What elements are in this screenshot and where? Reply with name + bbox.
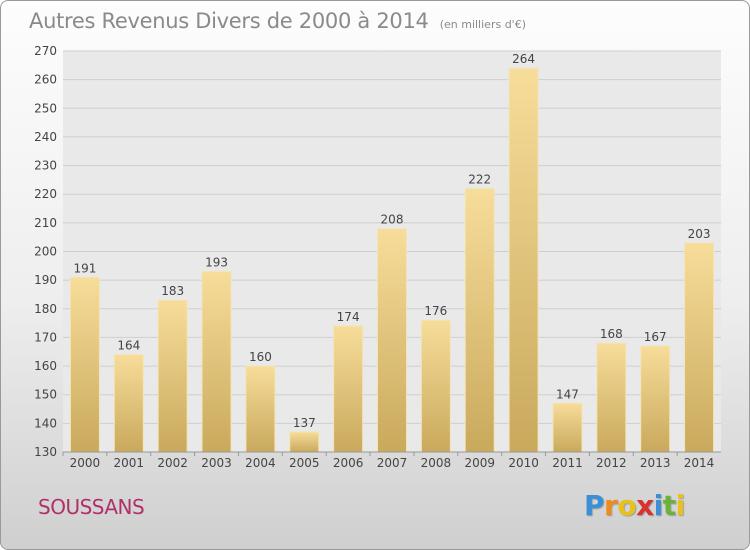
- bar-2007: [377, 228, 407, 453]
- x-tick-label-2009: 2009: [464, 456, 495, 470]
- data-label-2009: 222: [468, 172, 491, 186]
- bar-2013: [640, 345, 671, 453]
- x-tick-label-2014: 2014: [684, 456, 715, 470]
- title-row: Autres Revenus Divers de 2000 à 2014 (en…: [29, 9, 526, 33]
- y-tick-label: 260: [34, 73, 57, 87]
- x-tick-label-2002: 2002: [157, 456, 188, 470]
- y-tick-label: 270: [34, 44, 57, 58]
- chart-subtitle: (en milliers d'€): [439, 18, 526, 31]
- x-tick-label-2012: 2012: [596, 456, 627, 470]
- logo-letter: P: [584, 489, 605, 522]
- chart-title: Autres Revenus Divers de 2000 à 2014: [29, 9, 429, 33]
- y-tick-label: 190: [34, 273, 57, 287]
- bar-2003: [201, 271, 232, 453]
- x-tick-label-2000: 2000: [70, 456, 101, 470]
- data-label-2005: 137: [293, 416, 316, 430]
- y-tick-label: 160: [34, 359, 57, 373]
- bar-2011: [552, 402, 583, 453]
- location-name: SOUSSANS: [38, 495, 145, 519]
- bar-2008: [420, 319, 451, 453]
- x-tick-label-2010: 2010: [508, 456, 539, 470]
- x-tick-label-2011: 2011: [552, 456, 583, 470]
- x-axis-ticks: 2000 2001 2002 2003 2004 2005 2006 2007 2008 2009…: [62, 452, 715, 470]
- data-labels: 191 164 183 193 160 137 174 208 176 222 264 147 168 1…: [73, 52, 710, 430]
- data-label-2004: 160: [249, 350, 272, 364]
- bar-2002: [157, 299, 188, 453]
- bar-2014: [684, 242, 715, 453]
- data-label-2007: 208: [381, 213, 404, 227]
- x-tick-label-2005: 2005: [289, 456, 320, 470]
- y-tick-label: 150: [34, 388, 57, 402]
- x-tick-label-2003: 2003: [201, 456, 232, 470]
- data-label-2012: 168: [600, 327, 623, 341]
- data-label-2006: 174: [337, 310, 360, 324]
- y-tick-label: 180: [34, 302, 57, 316]
- y-tick-label: 220: [34, 187, 57, 201]
- data-label-2008: 176: [424, 304, 447, 318]
- y-axis-ticks: 130 140 150 160 170 180 190 200 210 220 230 240 250 2…: [34, 44, 57, 459]
- y-tick-label: 140: [34, 416, 57, 430]
- data-label-2014: 203: [688, 227, 711, 241]
- bar-2001: [113, 354, 144, 453]
- y-tick-label: 130: [34, 445, 57, 459]
- y-tick-label: 250: [34, 101, 57, 115]
- bars: [69, 67, 715, 453]
- logo-letter: o: [617, 489, 637, 522]
- logo-letter: t: [662, 489, 676, 522]
- x-tick-label-2006: 2006: [333, 456, 364, 470]
- x-tick-label-2013: 2013: [640, 456, 671, 470]
- logo-letter: i: [653, 489, 664, 522]
- bar-2000: [69, 276, 100, 453]
- bar-2012: [596, 342, 627, 453]
- data-label-2013: 167: [644, 330, 667, 344]
- data-label-2002: 183: [161, 284, 184, 298]
- x-tick-label-2004: 2004: [245, 456, 276, 470]
- x-tick-label-2007: 2007: [377, 456, 408, 470]
- y-tick-label: 170: [34, 330, 57, 344]
- data-label-2001: 164: [117, 339, 140, 353]
- logo-letter: r: [604, 489, 618, 522]
- bar-2004: [245, 365, 276, 453]
- data-label-2010: 264: [512, 52, 535, 66]
- x-tick-label-2001: 2001: [114, 456, 145, 470]
- bar-2010: [508, 67, 539, 453]
- data-label-2003: 193: [205, 256, 228, 270]
- brand-logo: Proxiti: [584, 489, 685, 522]
- y-tick-label: 200: [34, 245, 57, 259]
- logo-letter: i: [675, 489, 686, 522]
- y-tick-label: 240: [34, 130, 57, 144]
- data-label-2011: 147: [556, 387, 579, 401]
- x-tick-label-2008: 2008: [421, 456, 452, 470]
- y-tick-label: 230: [34, 159, 57, 173]
- y-tick-label: 210: [34, 216, 57, 230]
- logo-letter: x: [636, 489, 654, 522]
- bar-2009: [464, 187, 495, 453]
- bar-2006: [333, 325, 364, 453]
- data-label-2000: 191: [73, 261, 96, 275]
- bar-2005: [289, 431, 320, 453]
